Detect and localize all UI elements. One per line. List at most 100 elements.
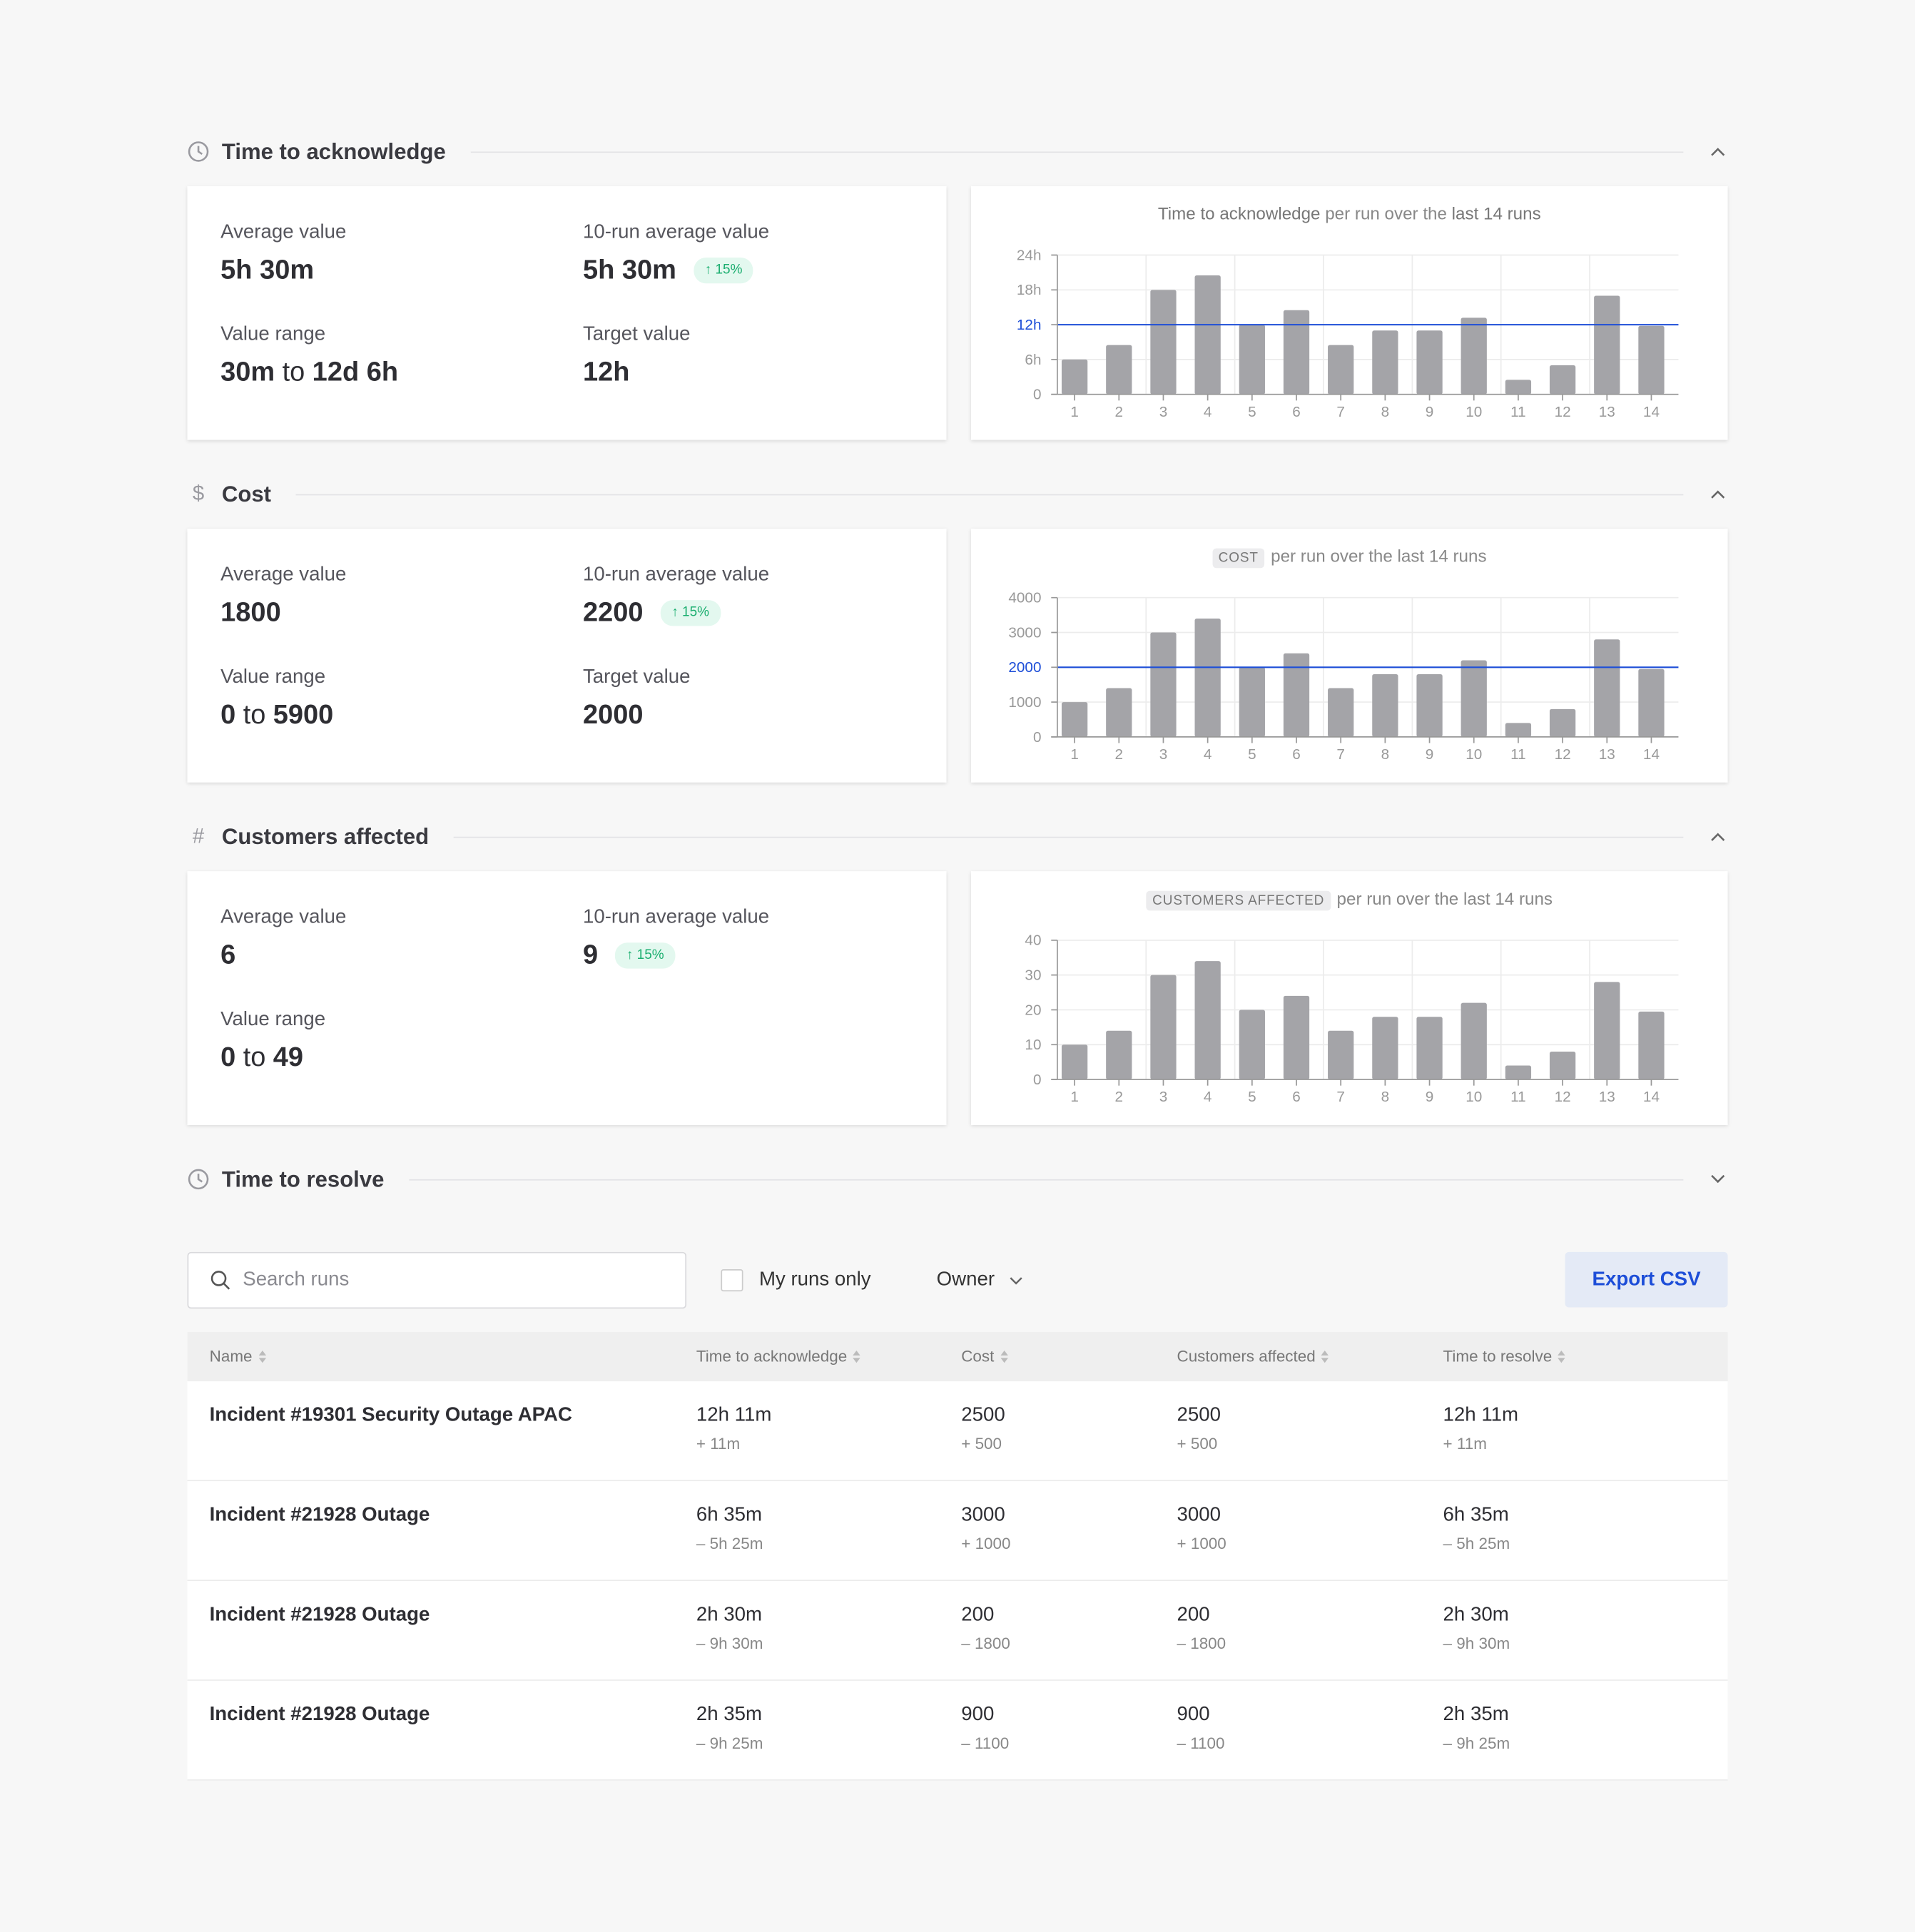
table-row[interactable]: Incident #21928 Outage 2h 35m – 9h 25m 900 –…	[187, 1680, 1728, 1781]
section-header-cost[interactable]: $ Cost	[188, 479, 1728, 509]
section-header-customers-affected[interactable]: # Customers affected	[188, 822, 1728, 851]
cell-delta: – 1800	[961, 1634, 1010, 1653]
range-to: 5900	[273, 698, 334, 730]
export-csv-button[interactable]: Export CSV	[1565, 1251, 1728, 1308]
x-tick-label: 11	[1510, 1089, 1526, 1105]
stat-label: 10-run average value	[582, 564, 770, 586]
chevron-up-icon[interactable]	[1708, 827, 1728, 847]
chart-title: COST per run over the last 14 runs	[971, 544, 1728, 569]
range-to: 49	[273, 1041, 304, 1072]
sort-icon[interactable]	[1321, 1351, 1329, 1363]
run-name[interactable]: Incident #21928 Outage	[209, 1704, 430, 1726]
stat-label: Average value	[220, 221, 347, 243]
bar	[1549, 365, 1576, 395]
table-row[interactable]: Incident #21928 Outage 2h 30m – 9h 30m 200 –…	[187, 1580, 1728, 1681]
cell-value: 2h 30m	[696, 1604, 763, 1626]
cell-delta: + 1000	[961, 1534, 1011, 1553]
checkbox[interactable]	[721, 1269, 743, 1292]
bar	[1106, 688, 1132, 737]
x-tick-label: 12	[1555, 1089, 1571, 1105]
chart-title: Time to acknowledge per run over the las…	[971, 201, 1728, 226]
bar	[1106, 345, 1132, 395]
y-tick-label: 4000	[1008, 590, 1041, 606]
x-tick-label: 2	[1115, 746, 1124, 763]
sort-icon[interactable]	[258, 1351, 266, 1363]
search-icon	[210, 1271, 230, 1291]
chevron-down-icon[interactable]	[1708, 1169, 1728, 1189]
y-tick-label: 3000	[1008, 624, 1041, 641]
bar	[1505, 380, 1532, 395]
x-tick-label: 4	[1204, 1089, 1212, 1105]
section-header-time-to-acknowledge[interactable]: Time to acknowledge	[188, 137, 1728, 166]
divider	[295, 493, 1684, 495]
x-tick-label: 3	[1159, 404, 1168, 420]
sort-icon[interactable]	[1558, 1351, 1566, 1363]
x-tick-label: 8	[1381, 746, 1390, 763]
cell-value: 12h 11m	[1443, 1405, 1519, 1426]
dollar-icon: $	[192, 482, 205, 506]
bar	[1549, 1051, 1576, 1080]
my-runs-only-checkbox[interactable]: My runs only	[721, 1268, 871, 1293]
chevron-up-icon[interactable]	[1708, 142, 1728, 162]
cell-value: 200	[1177, 1604, 1210, 1626]
x-tick-label: 13	[1599, 1089, 1615, 1105]
cell-delta: + 11m	[1443, 1434, 1487, 1453]
table-row[interactable]: Incident #21928 Outage 6h 35m – 5h 25m 3000…	[187, 1481, 1728, 1581]
cell-delta: – 5h 25m	[696, 1534, 763, 1553]
x-tick-label: 10	[1466, 746, 1482, 763]
search-box[interactable]	[187, 1251, 687, 1309]
stat-label: 10-run average value	[582, 907, 770, 928]
run-name[interactable]: Incident #19301 Security Outage APAC	[209, 1405, 572, 1426]
x-tick-label: 13	[1599, 746, 1615, 763]
sort-icon[interactable]	[853, 1351, 861, 1363]
run-name[interactable]: Incident #21928 Outage	[209, 1604, 430, 1626]
column-header-customers[interactable]: Customers affected	[1177, 1347, 1329, 1367]
x-tick-label: 6	[1292, 1089, 1301, 1105]
cell-delta: – 9h 25m	[696, 1734, 763, 1753]
section-header-time-to-resolve[interactable]: Time to resolve	[188, 1164, 1728, 1194]
section-title: Customers affected	[221, 824, 430, 850]
column-header-ttr[interactable]: Time to resolve	[1443, 1347, 1566, 1367]
chart-card: Time to acknowledge per run over the las…	[971, 185, 1728, 440]
cell-delta: – 1800	[1177, 1634, 1226, 1653]
search-input[interactable]	[240, 1268, 664, 1293]
metric-tag: CUSTOMERS AFFECTED	[1146, 890, 1331, 911]
column-label: Customers affected	[1177, 1346, 1316, 1366]
x-tick-label: 7	[1336, 1089, 1345, 1105]
owner-dropdown[interactable]: Owner	[937, 1268, 1023, 1293]
cell-delta: – 5h 25m	[1443, 1534, 1510, 1553]
bar	[1061, 1044, 1088, 1080]
x-tick-label: 4	[1204, 746, 1212, 763]
trend-badge: ↑ 15%	[660, 599, 721, 626]
stat-value: 12h	[582, 356, 630, 387]
chart-card: COST per run over the last 14 runs 0 1000 2…	[971, 528, 1728, 783]
stat-label: Value range	[220, 324, 326, 345]
bar	[1372, 1017, 1398, 1080]
x-tick-label: 10	[1466, 404, 1482, 420]
column-header-tta[interactable]: Time to acknowledge	[696, 1347, 861, 1367]
y-tick-label: 0	[1033, 387, 1042, 403]
run-name[interactable]: Incident #21928 Outage	[209, 1504, 430, 1526]
cell-delta: – 9h 30m	[696, 1634, 763, 1653]
cell-value: 900	[1177, 1704, 1210, 1726]
y-tick-label: 18h	[1017, 282, 1042, 298]
cell-value: 6h 35m	[696, 1504, 763, 1526]
x-tick-label: 8	[1381, 404, 1390, 420]
checkbox-label: My runs only	[758, 1269, 871, 1291]
clock-icon	[188, 1168, 210, 1190]
chevron-up-icon[interactable]	[1708, 484, 1728, 504]
sort-icon[interactable]	[1000, 1351, 1008, 1363]
column-header-name[interactable]: Name	[210, 1347, 266, 1367]
stat-value: 1800	[220, 596, 281, 628]
x-tick-label: 9	[1426, 1089, 1434, 1105]
chart-title-rest: per run over the last 14 runs	[1336, 888, 1553, 908]
column-header-cost[interactable]: Cost	[961, 1347, 1008, 1367]
table-row[interactable]: Incident #19301 Security Outage APAC 12h …	[187, 1381, 1728, 1482]
chart-title-mid: per run over the	[1320, 203, 1452, 223]
table-header: Name Time to acknowledge Cost Customers …	[187, 1332, 1728, 1382]
clock-icon	[188, 141, 210, 163]
divider	[453, 835, 1684, 838]
stats-card: Average value 6 10-run average value 9 ↑ 15…	[187, 871, 947, 1125]
chevron-down-icon	[1010, 1276, 1023, 1285]
